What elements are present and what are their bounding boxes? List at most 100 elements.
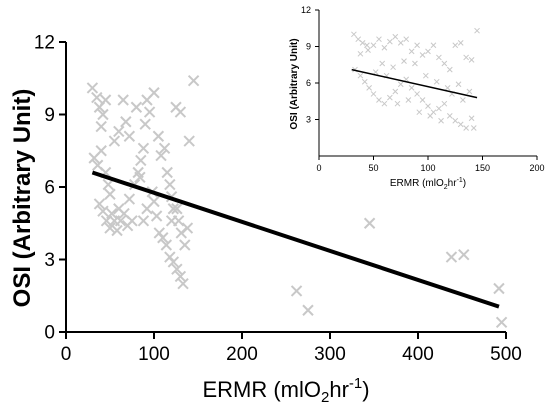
main-data-point (458, 248, 470, 261)
inset-data-point (452, 42, 459, 49)
inset-data-point (468, 115, 475, 122)
inset-regression-line (351, 68, 478, 99)
inset-data-point (412, 60, 418, 67)
inset-data-point (372, 69, 379, 75)
inset-data-point (455, 81, 462, 88)
inset-data-point (436, 54, 442, 61)
main-data-point (130, 101, 143, 113)
inset-data-point (351, 31, 357, 38)
main-y-axis-title: OSI (Arbitrary Unit) (9, 89, 36, 308)
main-data-point (495, 316, 508, 329)
main-x-tick-label: 200 (226, 344, 258, 365)
inset-y-tick-label: 3 (306, 115, 311, 125)
main-data-point (137, 142, 150, 155)
inset-data-point (457, 39, 464, 46)
inset-data-point (370, 42, 377, 49)
main-data-point (155, 149, 167, 162)
main-data-point (181, 222, 194, 234)
main-data-point (302, 304, 314, 316)
inset-data-point (357, 72, 364, 79)
main-data-point (126, 215, 138, 227)
inset-data-point (425, 48, 431, 55)
main-data-point (93, 198, 106, 210)
inset-y-ticks: 3 6 9 12 (301, 5, 319, 125)
inset-data-point (463, 125, 470, 131)
inset-data-point (466, 88, 473, 95)
main-data-point (106, 207, 118, 220)
inset-data-point (359, 39, 366, 46)
main-data-point (99, 94, 112, 106)
main-data-point (174, 106, 187, 118)
inset-data-point (390, 64, 396, 71)
inset-data-point (370, 91, 377, 97)
inset-data-point (474, 27, 480, 34)
main-data-point (174, 270, 187, 283)
main-data-point (445, 251, 458, 263)
main-data-point (113, 125, 125, 138)
main-data-point (167, 203, 180, 215)
main-data-point (164, 178, 176, 191)
inset-y-tick-label: 12 (301, 5, 311, 15)
inset-data-point (436, 105, 442, 112)
inset-x-tick-label: 200 (529, 163, 544, 173)
inset-data-point (392, 88, 399, 95)
inset-data-point (414, 91, 420, 97)
main-data-point (171, 263, 183, 275)
inset-data-point (355, 36, 362, 43)
inset-data-point (441, 60, 448, 67)
inset-data-point (427, 112, 434, 119)
main-data-point (143, 106, 156, 118)
main-data-point (108, 135, 121, 147)
inset-data-point (468, 57, 475, 63)
main-data-point (104, 188, 116, 200)
main-y-tick-label: 9 (44, 105, 55, 126)
inset-data-point (357, 50, 364, 57)
main-data-point (161, 166, 173, 179)
inset-data-point (438, 117, 444, 124)
main-data-point (134, 171, 146, 184)
main-data-point (183, 135, 195, 147)
inset-x-axis-title: ERMR (mlO2hr-1) (390, 177, 466, 191)
inset-data-point (425, 103, 431, 109)
inset-data-point (381, 44, 388, 51)
inset-x-tick-label: 150 (475, 163, 490, 173)
main-y-tick-label: 3 (44, 250, 55, 271)
main-data-point (102, 178, 114, 191)
inset-x-tick-label: 0 (316, 163, 321, 173)
inset-data-point (386, 38, 393, 45)
inset-data-point (376, 97, 382, 103)
inset-x-ticks: 0 50 100 150 200 (316, 156, 545, 173)
inset-data-point (386, 94, 393, 101)
main-data-point (120, 116, 132, 128)
inset-y-tick-label: 6 (306, 78, 311, 88)
inset-data-point (414, 42, 420, 49)
main-data-point (177, 277, 189, 290)
main-x-ticks: 0 100 200 300 400 500 (61, 332, 522, 365)
main-data-point (152, 130, 165, 142)
inset-data-point (403, 36, 410, 43)
inset-data-point (408, 48, 415, 55)
main-data-point (111, 224, 123, 237)
inset-data-point (460, 97, 466, 103)
inset-data-point (444, 85, 451, 91)
main-data-point (165, 215, 178, 227)
inset-data-point (419, 52, 426, 58)
main-data-point (123, 130, 136, 142)
inset-data-point (376, 36, 382, 43)
inset-scatter-points (351, 27, 480, 131)
inset-data-point (446, 112, 453, 119)
main-data-point (148, 87, 160, 99)
inset-data-point (379, 60, 386, 67)
inset-data-point (416, 109, 423, 116)
main-data-point (157, 232, 169, 244)
main-data-point (167, 256, 180, 268)
main-y-ticks: 0 3 6 9 12 (34, 33, 66, 344)
main-x-tick-label: 400 (402, 344, 434, 365)
main-data-point (139, 118, 151, 130)
main-data-point (158, 142, 171, 155)
main-data-point (114, 215, 127, 227)
inset-data-point (422, 72, 429, 79)
inset-data-point (397, 39, 404, 46)
